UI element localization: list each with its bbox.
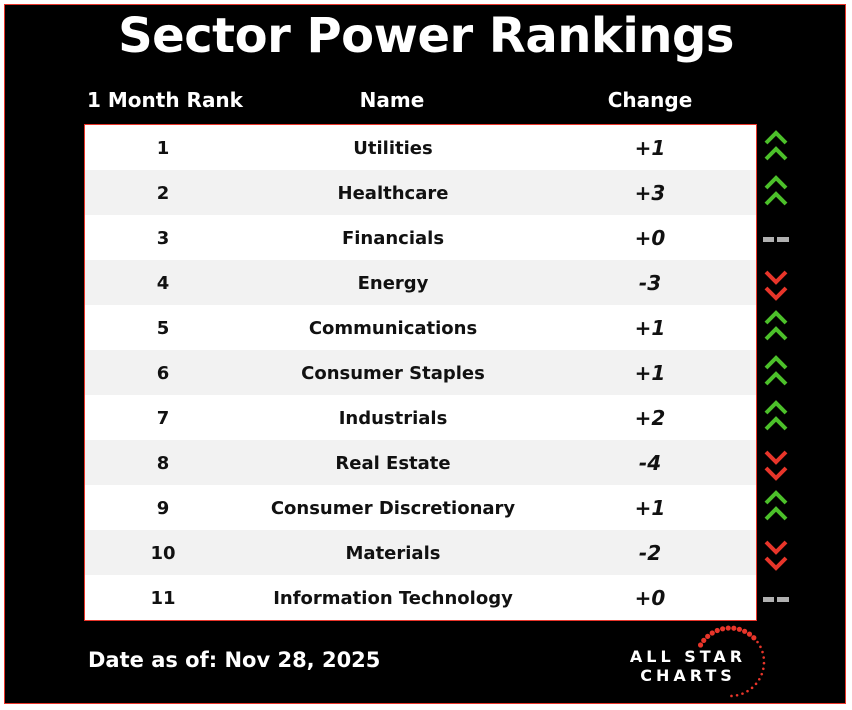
star-dot	[756, 640, 759, 644]
change-cell: +1	[634, 361, 666, 385]
double-chevron-up-icon	[762, 395, 790, 440]
rank-cell: 7	[156, 408, 170, 429]
name-cell: Communications	[308, 318, 478, 339]
name-cell: Healthcare	[337, 183, 449, 204]
table-row: 4 Energy -3	[85, 260, 756, 305]
rank-cell: 1	[156, 138, 170, 159]
star-dot	[746, 689, 749, 693]
double-chevron-up-icon	[762, 170, 790, 215]
star-dot	[757, 677, 761, 681]
name-cell: Materials	[345, 543, 441, 564]
all-star-charts-logo: ALL STAR CHARTS	[620, 622, 770, 702]
star-dot	[720, 626, 726, 632]
double-chevron-down-icon	[762, 440, 790, 485]
table-row: 7 Industrials +2	[85, 395, 756, 440]
change-cell: -2	[638, 541, 662, 565]
change-cell: +3	[634, 181, 666, 205]
dash-icon	[762, 215, 790, 260]
rank-cell: 4	[156, 273, 170, 294]
star-dot	[705, 633, 711, 639]
header-name: Name	[359, 88, 425, 112]
table-row: 1 Utilities +1	[85, 125, 756, 170]
table-row: 2 Healthcare +3	[85, 170, 756, 215]
header-change: Change	[607, 88, 693, 112]
double-chevron-up-icon	[762, 305, 790, 350]
rank-cell: 6	[156, 363, 170, 384]
star-dot	[759, 645, 762, 649]
star-dot	[736, 626, 742, 632]
rank-cell: 3	[156, 228, 170, 249]
name-cell: Real Estate	[335, 453, 451, 474]
star-dot	[754, 682, 758, 686]
star-dot	[762, 656, 766, 659]
header-rank: 1 Month Rank	[87, 88, 243, 112]
name-cell: Energy	[357, 273, 429, 294]
change-cell: -4	[638, 451, 662, 475]
star-dot	[697, 642, 704, 648]
star-dot	[701, 637, 707, 643]
rank-cell: 10	[150, 543, 176, 564]
star-dot	[730, 694, 733, 698]
double-chevron-up-icon	[762, 350, 790, 395]
table-row: 3 Financials +0	[85, 215, 756, 260]
double-chevron-up-icon	[762, 125, 790, 170]
double-chevron-up-icon	[762, 485, 790, 530]
star-dot	[762, 661, 766, 665]
double-chevron-down-icon	[762, 530, 790, 575]
rank-cell: 9	[156, 498, 170, 519]
change-cell: +1	[634, 496, 666, 520]
name-cell: Consumer Discretionary	[270, 498, 516, 519]
star-dot	[750, 686, 754, 690]
double-chevron-down-icon	[762, 260, 790, 305]
table-row: 8 Real Estate -4	[85, 440, 756, 485]
rank-cell: 8	[156, 453, 170, 474]
star-dot	[709, 630, 715, 636]
name-cell: Information Technology	[273, 588, 513, 609]
table-row: 9 Consumer Discretionary +1	[85, 485, 756, 530]
logo-line2: CHARTS	[640, 666, 736, 685]
star-dot	[735, 693, 739, 697]
star-dot	[725, 625, 731, 631]
page-title: Sector Power Rankings	[118, 8, 734, 64]
name-cell: Industrials	[338, 408, 448, 429]
rank-cell: 2	[156, 183, 170, 204]
star-ring-icon	[697, 625, 766, 698]
table-row: 6 Consumer Staples +1	[85, 350, 756, 395]
change-cell: -3	[638, 271, 662, 295]
date-label: Date as of: Nov 28, 2025	[88, 648, 381, 672]
star-dot	[760, 672, 764, 676]
star-dot	[751, 635, 757, 641]
table-row: 5 Communications +1	[85, 305, 756, 350]
table-row: 11 Information Technology +0	[85, 575, 756, 620]
name-cell: Consumer Staples	[301, 363, 485, 384]
star-dot	[714, 627, 720, 634]
rank-cell: 5	[156, 318, 170, 339]
star-dot	[741, 692, 744, 695]
star-dot	[761, 650, 764, 654]
change-cell: +2	[634, 406, 666, 430]
rankings-table: 1 Utilities +1 2 Healthcare +3 3 Financials +0 4 E…	[84, 124, 757, 621]
change-cell: +1	[634, 316, 666, 340]
name-cell: Financials	[341, 228, 445, 249]
star-dot	[742, 628, 748, 634]
table-row: 10 Materials -2	[85, 530, 756, 575]
logo-line1: ALL STAR	[629, 647, 747, 666]
change-cell: +0	[634, 226, 666, 250]
star-dot	[762, 667, 765, 671]
change-cell: +1	[634, 136, 666, 160]
rank-cell: 11	[150, 588, 176, 609]
change-cell: +0	[634, 586, 666, 610]
dash-icon	[762, 575, 790, 620]
star-dot	[746, 631, 753, 637]
star-dot	[731, 625, 737, 631]
name-cell: Utilities	[353, 138, 433, 159]
